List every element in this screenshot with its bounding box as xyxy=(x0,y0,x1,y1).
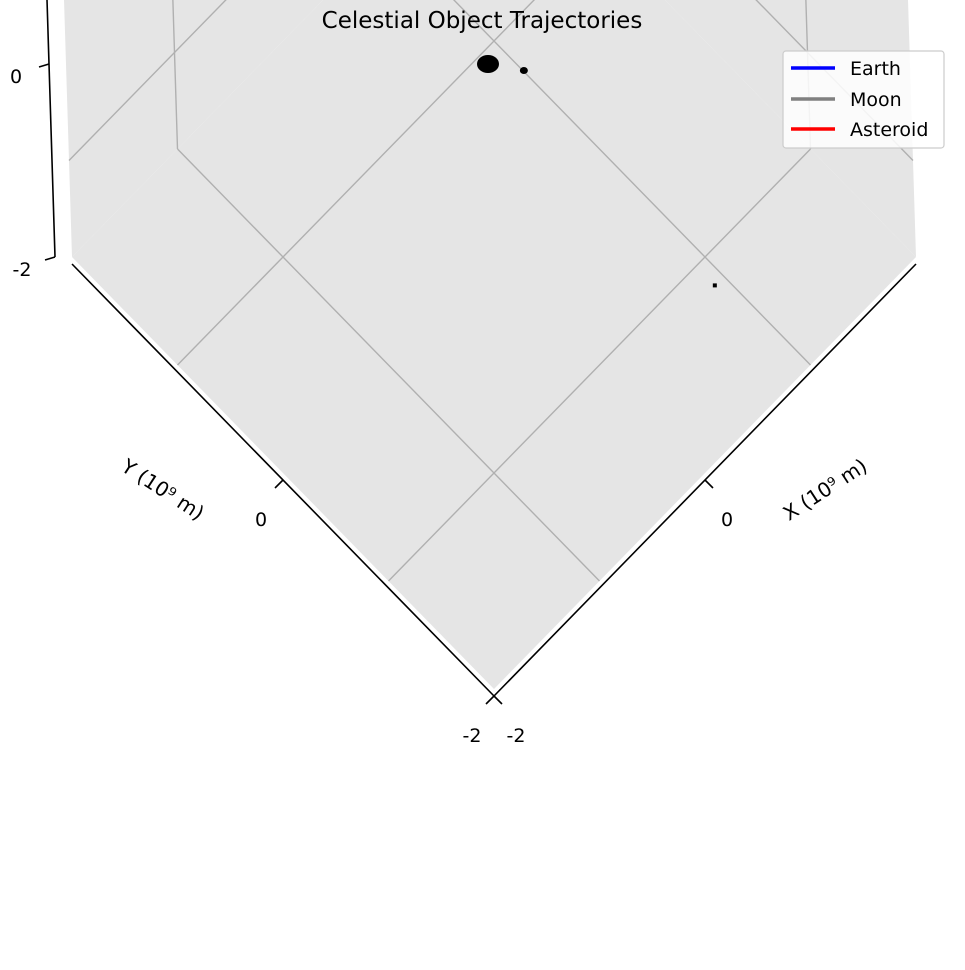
legend-label-earth: Earth xyxy=(850,58,901,80)
floor-pane xyxy=(72,0,916,689)
left-wall-pane xyxy=(64,0,324,257)
tick-labels: -2 0 -2 0 -2 0 xyxy=(10,63,733,747)
x-tick-mark-0 xyxy=(493,695,503,705)
y-tick-label-0: -2 xyxy=(463,725,482,747)
marker-0 xyxy=(477,55,499,73)
z-tick-label-1: 0 xyxy=(10,66,22,88)
lwall-grid-x-0 xyxy=(172,0,179,150)
y-tick-mark-0 xyxy=(485,695,495,705)
legend-frame xyxy=(782,50,945,149)
marker-2 xyxy=(712,283,717,288)
floor-grid-x-0 xyxy=(176,148,601,582)
z-axis-line xyxy=(46,0,56,258)
y-tick-label-1: 0 xyxy=(255,509,267,531)
legend: Earth Moon Asteroid xyxy=(782,50,945,149)
z-tick-mark-0 xyxy=(44,256,56,261)
x-tick-mark-1 xyxy=(704,479,714,489)
data-markers xyxy=(477,55,717,288)
z-tick-label-0: -2 xyxy=(13,259,32,281)
floor-grid-x-1 xyxy=(452,0,812,366)
chart-title: Celestial Object Trajectories xyxy=(322,8,643,34)
y-axis-label: Y (10⁹ m) xyxy=(116,453,208,525)
lwall-grid-z-0 xyxy=(68,0,227,161)
legend-label-asteroid: Asteroid xyxy=(850,119,928,141)
x-tick-label-0: -2 xyxy=(507,725,526,747)
floor-grid-y-1 xyxy=(176,0,536,366)
x-tick-label-1: 0 xyxy=(721,509,733,531)
marker-1 xyxy=(519,66,528,74)
y-tick-mark-1 xyxy=(274,479,284,489)
z-tick-mark-1 xyxy=(38,63,50,68)
x-axis-label: X (10⁹ m) xyxy=(779,454,872,526)
legend-label-moon: Moon xyxy=(850,89,902,111)
floor-grid-y-0 xyxy=(387,148,812,582)
